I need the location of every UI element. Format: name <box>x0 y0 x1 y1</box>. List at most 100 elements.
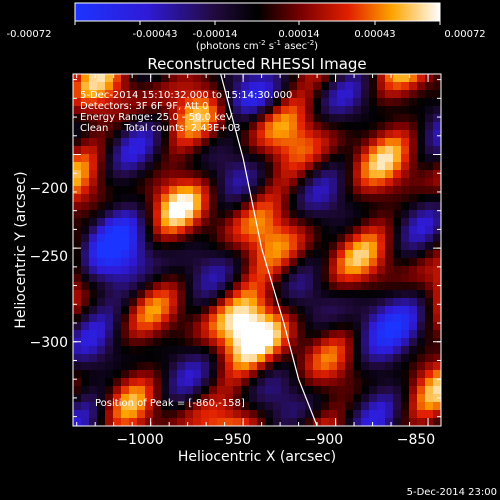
heatmap-cell <box>89 290 98 299</box>
heatmap-cell <box>169 330 178 339</box>
heatmap-cell <box>241 338 250 347</box>
heatmap-cell <box>193 114 202 123</box>
heatmap-cell <box>89 410 98 419</box>
heatmap-cell <box>265 266 274 275</box>
heatmap-cell <box>305 234 314 243</box>
heatmap-cell <box>97 218 106 227</box>
heatmap-cell <box>129 362 138 371</box>
heatmap-cell <box>393 298 402 307</box>
heatmap-cell <box>281 290 290 299</box>
heatmap-cell <box>361 314 370 323</box>
heatmap-cell <box>233 282 242 291</box>
heatmap-cell <box>201 354 210 363</box>
heatmap-cell <box>169 170 178 179</box>
heatmap-cell <box>329 314 338 323</box>
colorbar-tick-label: 0.00072 <box>444 29 485 40</box>
heatmap-cell <box>409 386 418 395</box>
heatmap-cell <box>393 258 402 267</box>
heatmap-cell <box>217 234 226 243</box>
heatmap-cell <box>249 194 258 203</box>
heatmap-cell <box>321 330 330 339</box>
heatmap-cell <box>129 154 138 163</box>
heatmap-cell <box>305 258 314 267</box>
heatmap-cell <box>145 234 154 243</box>
heatmap-cell <box>345 90 354 99</box>
heatmap-cell <box>137 338 146 347</box>
heatmap-cell <box>145 354 154 363</box>
heatmap-cell <box>297 194 306 203</box>
heatmap-cell <box>121 122 130 131</box>
heatmap-cell <box>89 306 98 315</box>
colorbar-tick-label: -0.00043 <box>133 29 178 40</box>
heatmap-cell <box>401 410 410 419</box>
heatmap-cell <box>121 290 130 299</box>
heatmap-cell <box>305 138 314 147</box>
heatmap-cell <box>257 370 266 379</box>
heatmap-cell <box>337 306 346 315</box>
heatmap-cell <box>169 354 178 363</box>
heatmap-cell <box>385 226 394 235</box>
heatmap-cell <box>193 346 202 355</box>
heatmap-cell <box>377 106 386 115</box>
heatmap-cell <box>409 410 418 419</box>
heatmap-cell <box>225 138 234 147</box>
heatmap-cell <box>153 322 162 331</box>
heatmap-cell <box>81 298 90 307</box>
heatmap-cell <box>369 234 378 243</box>
heatmap-cell <box>185 298 194 307</box>
heatmap-cell <box>361 82 370 91</box>
heatmap-cell <box>97 314 106 323</box>
heatmap-cell <box>217 98 226 107</box>
heatmap-cell <box>385 394 394 403</box>
heatmap-cell <box>353 226 362 235</box>
heatmap-cell <box>313 178 322 187</box>
colorbar-tick-label: 0.00043 <box>354 29 395 40</box>
heatmap-cell <box>73 282 82 291</box>
heatmap-cell <box>377 266 386 275</box>
heatmap-cell <box>225 402 234 411</box>
heatmap-cell <box>401 386 410 395</box>
heatmap-cell <box>297 250 306 259</box>
heatmap-cell <box>153 378 162 387</box>
heatmap-cell <box>265 298 274 307</box>
heatmap-cell <box>289 386 298 395</box>
heatmap-cell <box>169 162 178 171</box>
heatmap-cell <box>241 410 250 419</box>
heatmap-cell <box>145 370 154 379</box>
heatmap-cell <box>265 178 274 187</box>
heatmap-cell <box>193 298 202 307</box>
heatmap-cell <box>177 162 186 171</box>
heatmap-cell <box>409 338 418 347</box>
heatmap-cell <box>217 282 226 291</box>
heatmap-cell <box>281 162 290 171</box>
heatmap-cell <box>81 130 90 139</box>
heatmap-cell <box>225 274 234 283</box>
heatmap-cell <box>185 394 194 403</box>
heatmap-cell <box>145 162 154 171</box>
heatmap-cell <box>217 146 226 155</box>
heatmap-cell <box>145 330 154 339</box>
heatmap-cell <box>337 194 346 203</box>
heatmap-cell <box>425 218 434 227</box>
heatmap-cell <box>105 74 114 83</box>
heatmap-cell <box>281 74 290 83</box>
heatmap-cell <box>377 394 386 403</box>
heatmap-cell <box>97 250 106 259</box>
heatmap-cell <box>417 354 426 363</box>
heatmap-cell <box>313 370 322 379</box>
heatmap-cell <box>209 378 218 387</box>
colorbar-units: (photons cm-2 s-1 asec-2) <box>196 39 318 52</box>
heatmap-cell <box>217 402 226 411</box>
heatmap-cell <box>321 290 330 299</box>
heatmap-cell <box>401 202 410 211</box>
heatmap-cell <box>97 346 106 355</box>
heatmap-cell <box>241 250 250 259</box>
heatmap-cell <box>377 226 386 235</box>
heatmap-cell <box>401 234 410 243</box>
heatmap-cell <box>337 274 346 283</box>
heatmap-cell <box>265 154 274 163</box>
heatmap-cell <box>193 314 202 323</box>
heatmap-cell <box>73 186 82 195</box>
heatmap-cell <box>257 210 266 219</box>
heatmap-cell <box>425 418 434 426</box>
